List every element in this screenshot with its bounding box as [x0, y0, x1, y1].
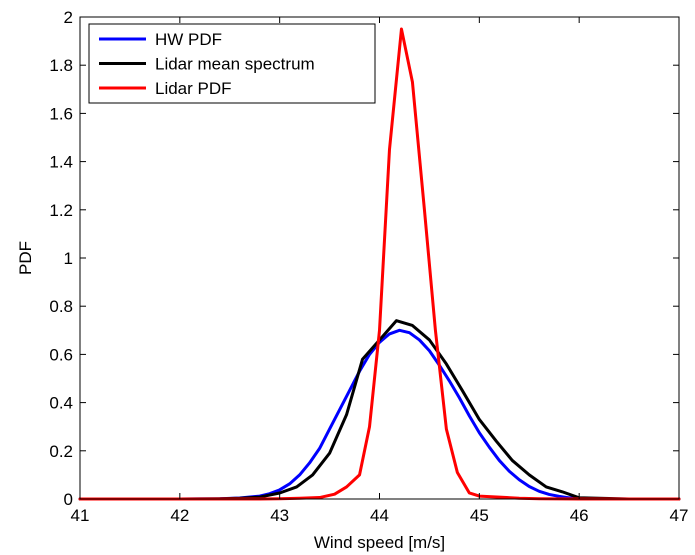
series-layer: [78, 27, 681, 501]
y-tick-label: 0.6: [49, 345, 73, 364]
y-tick-label: 0.8: [49, 297, 73, 316]
y-tick-label: 0: [64, 490, 73, 509]
y-tick-label: 1: [64, 249, 73, 268]
x-axis-label: Wind speed [m/s]: [314, 533, 445, 552]
y-tick-label: 1.4: [49, 153, 73, 172]
legend: HW PDF Lidar mean spectrum Lidar PDF: [88, 23, 376, 104]
x-tick-label: 45: [470, 506, 489, 525]
y-tick-label: 2: [64, 8, 73, 27]
legend-label: Lidar mean spectrum: [155, 55, 315, 74]
y-tick-label: 1.2: [49, 201, 73, 220]
y-tick-label: 1.8: [49, 56, 73, 75]
y-tick-label: 0.2: [49, 442, 73, 461]
x-tick-label: 46: [570, 506, 589, 525]
x-tick-label: 44: [370, 506, 389, 525]
series-line-lidar-pdf: [78, 27, 681, 501]
y-tick-label: 0.4: [49, 394, 73, 413]
legend-label: HW PDF: [155, 30, 222, 49]
x-tick-label: 43: [270, 506, 289, 525]
y-axis-label: PDF: [16, 241, 35, 275]
tick-layer: 41 42 43 44 45 46 47 0 0.2 0.4 0.6 0.8 1 1.2 1.4 1.6 1.8…: [49, 8, 688, 525]
x-tick-label: 47: [670, 506, 689, 525]
y-tick-label: 1.6: [49, 104, 73, 123]
series-line-hw-pdf: [78, 328, 681, 501]
legend-label: Lidar PDF: [155, 79, 232, 98]
x-tick-label: 42: [170, 506, 189, 525]
series-line-lidar-mean-spectrum: [78, 319, 681, 501]
x-tick-label: 41: [71, 506, 90, 525]
